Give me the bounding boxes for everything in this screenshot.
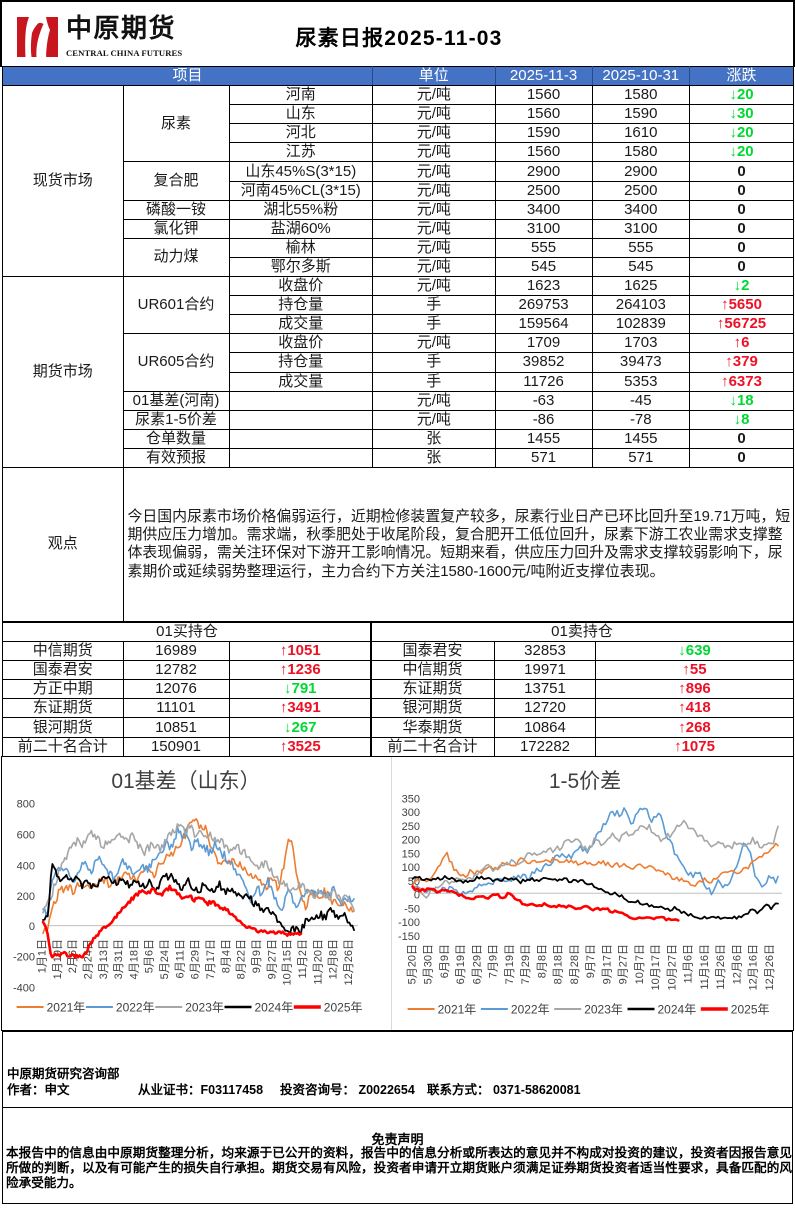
svg-text:4月18日: 4月18日 [128,939,140,979]
svg-text:7月29日: 7月29日 [520,944,532,984]
svg-text:-400: -400 [13,982,35,994]
svg-text:10月17日: 10月17日 [650,944,662,990]
svg-text:1月1日: 1月1日 [37,939,49,973]
svg-text:8月4日: 8月4日 [220,939,232,973]
svg-text:9月27日: 9月27日 [266,939,278,979]
svg-text:1-5价差: 1-5价差 [549,770,621,793]
svg-text:150: 150 [402,848,420,860]
svg-text:250: 250 [402,821,420,833]
svg-text:2025年: 2025年 [324,1001,363,1015]
svg-text:2021年: 2021年 [47,1001,86,1015]
svg-text:11月16日: 11月16日 [699,944,711,990]
svg-text:9月27日: 9月27日 [618,944,630,984]
svg-text:800: 800 [17,799,35,811]
svg-text:100: 100 [402,862,420,874]
svg-text:0: 0 [414,890,420,902]
svg-text:3月13日: 3月13日 [98,939,110,979]
svg-text:12月26日: 12月26日 [343,939,355,985]
svg-text:9月9日: 9月9日 [251,939,263,973]
svg-text:-100: -100 [398,917,420,929]
svg-text:10月7日: 10月7日 [634,944,646,984]
svg-text:350: 350 [402,793,420,805]
svg-text:400: 400 [17,860,35,872]
svg-text:2021年: 2021年 [438,1003,477,1017]
svg-text:3月31日: 3月31日 [113,939,125,979]
svg-text:8月18日: 8月18日 [553,944,565,984]
svg-text:-200: -200 [13,952,35,964]
svg-text:300: 300 [402,807,420,819]
svg-text:2024年: 2024年 [255,1001,294,1015]
svg-text:11月26日: 11月26日 [715,944,727,990]
svg-text:6月29日: 6月29日 [472,944,484,984]
svg-text:200: 200 [17,891,35,903]
svg-text:5月20日: 5月20日 [407,944,419,984]
svg-text:7月17日: 7月17日 [205,939,217,979]
svg-text:1月19日: 1月19日 [52,939,64,979]
svg-text:6月11日: 6月11日 [174,939,186,979]
svg-text:2022年: 2022年 [116,1001,155,1015]
svg-text:-50: -50 [404,903,420,915]
svg-text:2022年: 2022年 [511,1003,550,1017]
svg-text:6月29日: 6月29日 [190,939,202,979]
svg-text:5月6日: 5月6日 [144,939,156,973]
svg-text:12月6日: 12月6日 [731,944,743,984]
svg-text:600: 600 [17,830,35,842]
svg-text:10月15日: 10月15日 [282,939,294,985]
svg-text:8月28日: 8月28日 [569,944,581,984]
svg-text:5月24日: 5月24日 [159,939,171,979]
svg-text:10月27日: 10月27日 [666,944,678,990]
svg-text:11月20日: 11月20日 [312,939,324,985]
svg-text:8月22日: 8月22日 [236,939,248,979]
svg-text:2025年: 2025年 [731,1003,770,1017]
svg-text:9月17日: 9月17日 [601,944,613,984]
svg-text:12月26日: 12月26日 [764,944,776,990]
svg-text:2024年: 2024年 [658,1003,697,1017]
svg-text:7月19日: 7月19日 [504,944,516,984]
svg-text:8月8日: 8月8日 [536,944,548,978]
svg-text:7月9日: 7月9日 [488,944,500,978]
svg-text:-150: -150 [398,931,420,943]
svg-text:2023年: 2023年 [584,1003,623,1017]
svg-text:01基差（山东）: 01基差（山东） [111,770,260,793]
svg-text:12月16日: 12月16日 [748,944,760,990]
svg-text:50: 50 [408,876,420,888]
svg-text:9月7日: 9月7日 [585,944,597,978]
svg-text:6月19日: 6月19日 [455,944,467,984]
svg-text:200: 200 [402,835,420,847]
svg-text:2月24日: 2月24日 [83,939,95,979]
svg-text:11月6日: 11月6日 [683,944,695,984]
svg-text:2023年: 2023年 [185,1001,224,1015]
svg-text:12月8日: 12月8日 [328,939,340,979]
svg-text:0: 0 [29,921,35,933]
svg-text:11月2日: 11月2日 [297,939,309,979]
svg-text:5月30日: 5月30日 [423,944,435,984]
svg-text:6月9日: 6月9日 [439,944,451,978]
